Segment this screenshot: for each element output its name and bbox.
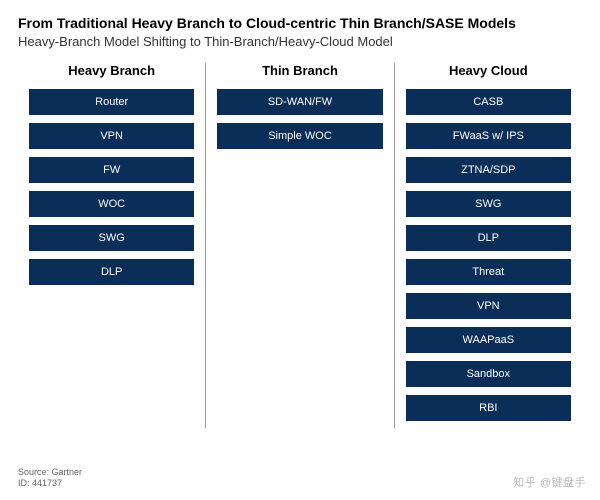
block-item: Router — [28, 88, 195, 116]
page-subtitle: Heavy-Branch Model Shifting to Thin-Bran… — [18, 34, 582, 49]
footer-id: ID: 441737 — [18, 478, 82, 490]
block-item: Sandbox — [405, 360, 572, 388]
block-item: SWG — [28, 224, 195, 252]
page-title: From Traditional Heavy Branch to Cloud-c… — [18, 14, 582, 32]
watermark: 知乎 @键盘手 — [513, 474, 586, 490]
block-item: SWG — [405, 190, 572, 218]
block-item: FWaaS w/ IPS — [405, 122, 572, 150]
column: Thin Branch SD-WAN/FW Simple WOC — [206, 63, 394, 428]
block-item: WAAPaaS — [405, 326, 572, 354]
columns-container: Heavy Branch Router VPN FW WOC SWG DLP Thin Bra… — [18, 63, 582, 428]
block-item: CASB — [405, 88, 572, 116]
block-item: RBI — [405, 394, 572, 422]
block-item: Simple WOC — [216, 122, 383, 150]
column-header: Thin Branch — [262, 63, 338, 78]
footer: Source: Gartner ID: 441737 — [18, 467, 82, 490]
block-item: VPN — [28, 122, 195, 150]
block-item: WOC — [28, 190, 195, 218]
column: Heavy Branch Router VPN FW WOC SWG DLP — [18, 63, 206, 428]
block-item: DLP — [28, 258, 195, 286]
footer-source: Source: Gartner — [18, 467, 82, 479]
block-item: DLP — [405, 224, 572, 252]
column-header: Heavy Branch — [68, 63, 155, 78]
block-item: Threat — [405, 258, 572, 286]
column-header: Heavy Cloud — [449, 63, 528, 78]
column: Heavy Cloud CASB FWaaS w/ IPS ZTNA/SDP SWG DL… — [395, 63, 582, 428]
block-item: SD-WAN/FW — [216, 88, 383, 116]
block-item: ZTNA/SDP — [405, 156, 572, 184]
block-item: FW — [28, 156, 195, 184]
block-item: VPN — [405, 292, 572, 320]
